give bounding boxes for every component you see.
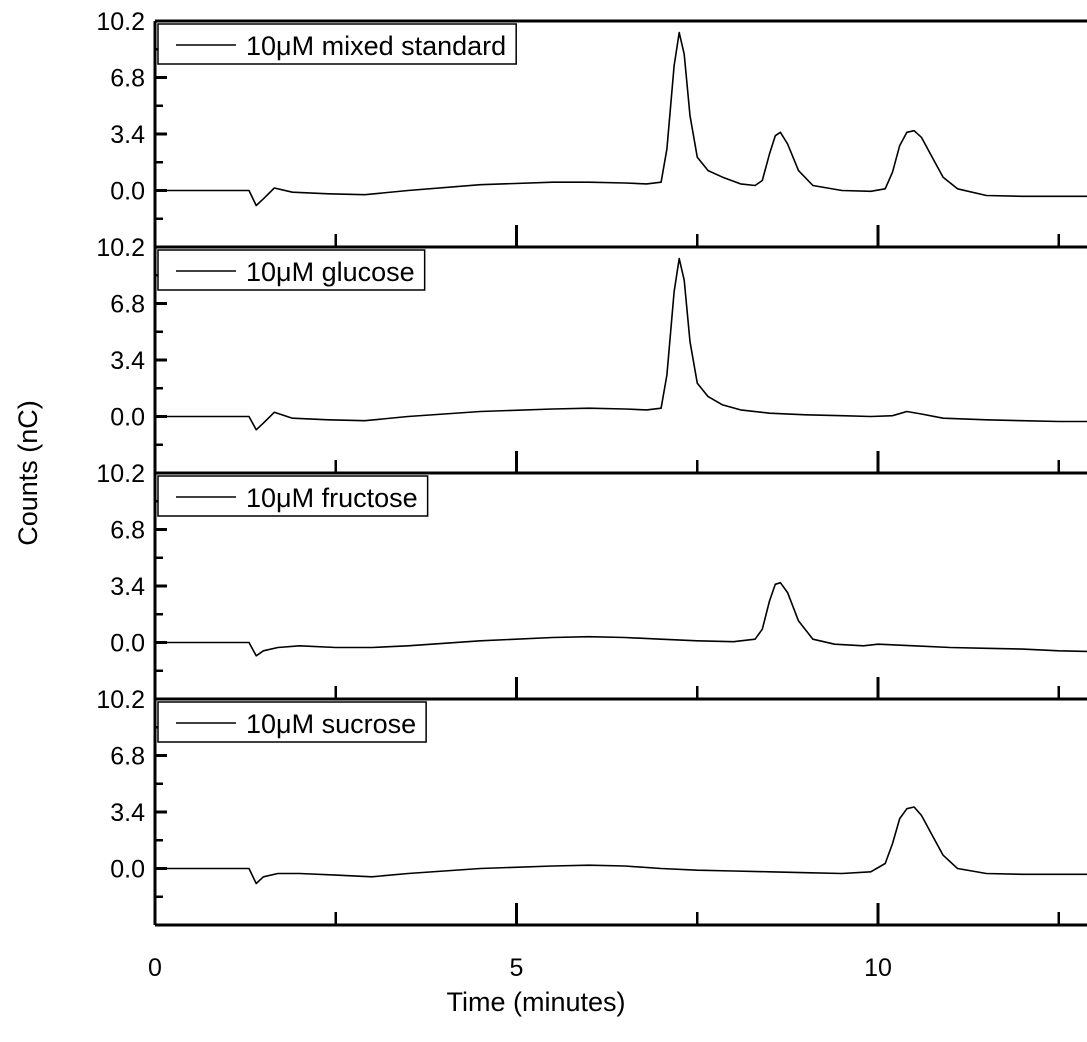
y-tick-label-3: 0.0 [110,630,145,658]
y-tick-label-1: 10.2 [96,8,145,36]
legend-label-1: 10μM mixed standard [246,31,506,61]
legend-box-4 [157,701,427,743]
y-tick-label-1: 0.0 [110,178,145,206]
y-tick-label-3: 3.4 [110,573,145,601]
y-tick-label-3: 10.2 [96,460,145,488]
y-tick-label-2: 0.0 [110,404,145,432]
trace-line-2 [155,257,1087,431]
y-tick-label-4: 6.8 [110,743,145,771]
trace-line-3 [155,581,1087,657]
y-tick-label-4: 0.0 [110,856,145,884]
legend-label-3: 10μM fructose [246,483,418,513]
y-axis-title: Counts (nC) [13,400,43,546]
x-axis-title: Time (minutes) [446,987,625,1017]
x-tick-label: 5 [510,954,524,982]
y-tick-label-2: 10.2 [96,234,145,262]
y-tick-label-1: 3.4 [110,121,145,149]
y-tick-label-4: 3.4 [110,799,145,827]
legend-box-2 [157,249,426,291]
x-tick-label: 0 [148,954,162,982]
legend-box-1 [157,23,517,65]
y-tick-label-2: 6.8 [110,291,145,319]
legend-box-3 [157,475,429,517]
trace-line-4 [155,806,1087,885]
y-tick-label-2: 3.4 [110,347,145,375]
y-tick-label-1: 6.8 [110,65,145,93]
legend-label-4: 10μM sucrose [246,709,416,739]
legend-label-2: 10μM glucose [246,257,415,287]
y-tick-label-4: 10.2 [96,686,145,714]
trace-line-1 [155,31,1087,207]
x-tick-label: 10 [864,954,892,982]
y-tick-label-3: 6.8 [110,517,145,545]
